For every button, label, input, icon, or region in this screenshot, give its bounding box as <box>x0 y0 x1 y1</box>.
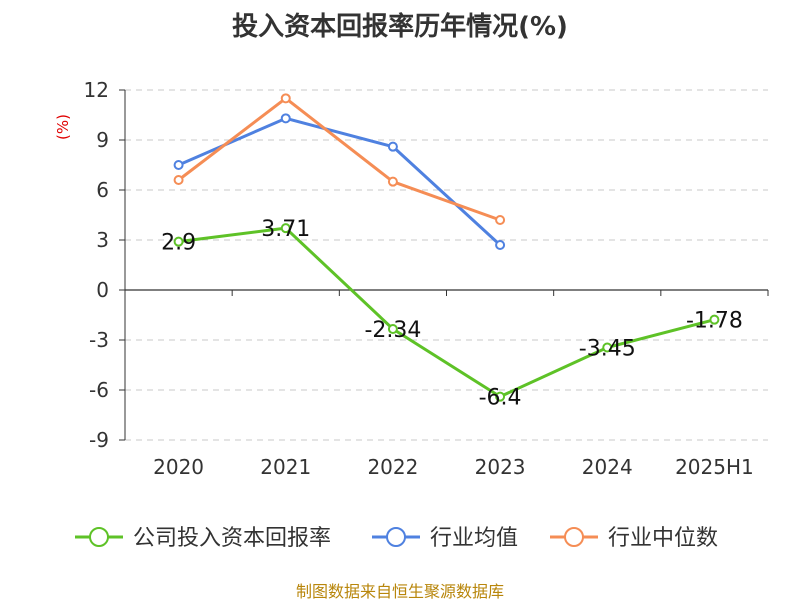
series-point-2 <box>495 215 506 225</box>
data-label: 3.71 <box>261 217 310 242</box>
series-point-2 <box>173 175 184 185</box>
chart-title: 投入资本回报率历年情况(%) <box>232 12 568 42</box>
data-label: -3.45 <box>579 337 636 362</box>
series-point-0 <box>173 236 184 247</box>
series-line-1 <box>177 116 502 247</box>
legend: 公司投入资本回报率 行业均值 行业中位数 <box>75 526 718 551</box>
x-tick-label: 2025H1 <box>675 455 754 479</box>
series-point-1 <box>280 113 291 124</box>
grid-lines <box>125 89 768 441</box>
x-tick-label: 2021 <box>260 455 311 479</box>
axes <box>119 89 769 441</box>
series-point-1 <box>387 141 398 152</box>
series-line-0 <box>178 226 715 399</box>
y-axis-unit-label: (%) <box>54 114 72 140</box>
y-tick-label: -6 <box>89 378 109 402</box>
data-labels: 2.9 3.71 -2.34 -6.4 -3.45 -1.78 <box>161 217 743 410</box>
series-point-0 <box>602 342 613 353</box>
legend-marker-1 <box>386 527 406 547</box>
legend-label-0: 公司投入资本回报率 <box>133 526 331 551</box>
x-tick-label: 2022 <box>367 455 418 479</box>
x-tick-labels: 2020 2021 2022 2023 2024 2025H1 <box>153 455 754 479</box>
y-tick-labels: 12 9 6 3 0 -3 -6 -9 <box>84 78 109 452</box>
y-tick-label: 0 <box>96 278 109 302</box>
x-tick-label: 2023 <box>475 455 526 479</box>
legend-marker-2 <box>564 527 584 547</box>
data-label: -6.4 <box>479 386 522 411</box>
series-point-0 <box>709 314 720 325</box>
x-tick-label: 2024 <box>582 455 633 479</box>
series-line-2 <box>177 96 501 222</box>
series-point-1 <box>495 240 506 250</box>
series-point-0 <box>280 223 291 234</box>
legend-label-1: 行业均值 <box>430 526 518 551</box>
source-note: 制图数据来自恒生聚源数据库 <box>295 582 504 601</box>
series-point-0 <box>387 324 398 334</box>
x-tick-label: 2020 <box>153 455 204 479</box>
y-tick-label: 12 <box>84 78 109 102</box>
series-point-2 <box>387 176 398 187</box>
data-label: -1.78 <box>686 309 743 334</box>
legend-label-2: 行业中位数 <box>608 526 718 551</box>
legend-marker-0 <box>89 527 109 547</box>
data-label: -2.34 <box>364 318 421 343</box>
data-label: 2.9 <box>161 231 196 256</box>
y-tick-label: 3 <box>96 228 109 252</box>
series-point-0 <box>495 391 506 402</box>
y-tick-label: 6 <box>96 178 109 202</box>
y-tick-label: -3 <box>89 328 109 352</box>
y-tick-label: -9 <box>89 428 109 452</box>
y-tick-label: 9 <box>96 128 109 152</box>
series-layer <box>173 93 720 402</box>
series-point-2 <box>280 93 291 104</box>
series-point-1 <box>173 160 184 170</box>
